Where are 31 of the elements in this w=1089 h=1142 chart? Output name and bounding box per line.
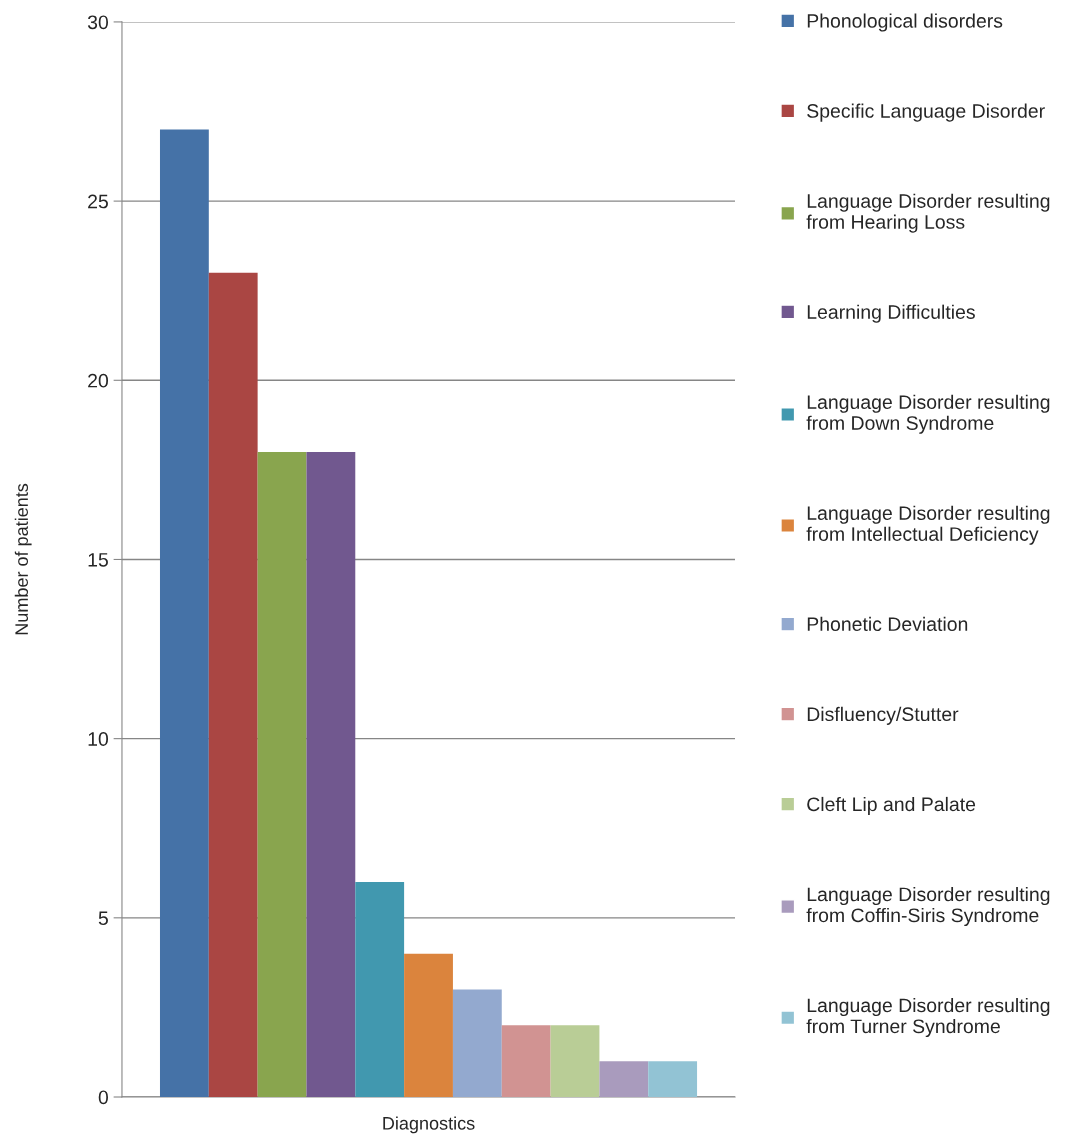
legend-label: Language Disorder resulting from Turner Syndrome: [806, 997, 1050, 1038]
legend-label: Learning Difficulties: [807, 304, 975, 323]
bar: [501, 1025, 551, 1098]
y-axis-title: Number of patients: [14, 483, 32, 635]
bar: [550, 1025, 600, 1098]
y-tick-label: 0: [98, 1090, 109, 1105]
bar: [599, 1061, 649, 1098]
legend-label: Language Disorder resulting from Down Syndrome: [806, 394, 1050, 434]
legend-label: Language Disorder resulting from Coffin-Siris Syndrome: [806, 886, 1050, 927]
legend-label: Language Disorder resulting from Hearing Loss: [806, 193, 1050, 233]
y-tick-label: 15: [88, 553, 108, 567]
bar: [159, 129, 209, 1098]
x-tick-label: Diagnostics: [383, 1116, 475, 1134]
legend-label: Language Disorder resulting from Intellectual Deficiency: [806, 505, 1050, 545]
bar: [648, 1061, 698, 1098]
y-tick-label: 30: [87, 15, 109, 30]
legend-label: Specific Language Disorder: [807, 103, 1045, 122]
y-tick-label: 25: [88, 194, 108, 209]
bar: [257, 451, 307, 1098]
legend-label: Phonological disorders: [807, 13, 1003, 32]
bar: [355, 881, 405, 1098]
bar: [404, 953, 453, 1098]
y-tick-label: 10: [88, 732, 109, 746]
y-tick-label: 5: [98, 911, 108, 926]
bar: [452, 989, 502, 1098]
legend-label: Phonetic Deviation: [807, 616, 968, 632]
legend-label: Disfluency/Stutter: [807, 706, 959, 725]
y-tick-label: 20: [88, 373, 109, 388]
bar: [306, 451, 356, 1098]
legend-label: Cleft Lip and Palate: [807, 796, 976, 816]
bar: [208, 272, 258, 1098]
